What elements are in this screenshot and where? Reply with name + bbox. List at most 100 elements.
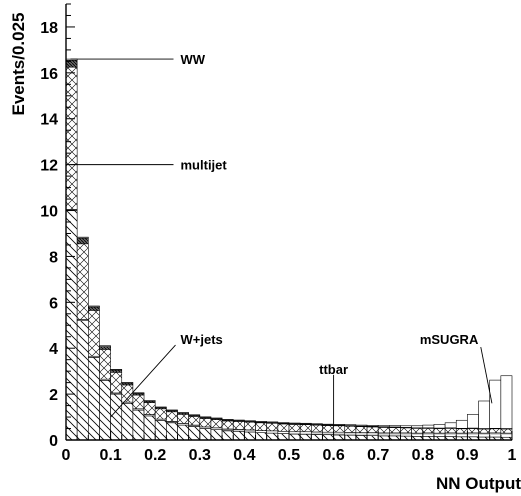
bar-w-jets <box>166 422 178 441</box>
bar-msugra <box>366 425 379 427</box>
y-tick-label: 14 <box>40 112 58 129</box>
bar-w-jets <box>344 434 357 441</box>
bar-msugra <box>355 424 368 427</box>
bar-msugra <box>467 413 479 429</box>
bar-w-jets <box>333 434 346 441</box>
bar-msugra <box>76 236 89 239</box>
bar-multijet <box>221 420 234 430</box>
bar-w-jets <box>88 357 100 441</box>
bar-multijet <box>210 419 223 429</box>
bar-msugra <box>288 422 301 425</box>
bar-multijet <box>333 425 346 433</box>
bar-ww <box>88 306 100 311</box>
x-tick-label: 0.3 <box>189 447 211 464</box>
bar-msugra <box>154 406 167 408</box>
bar-msugra <box>411 425 424 429</box>
bar-multijet <box>166 411 178 422</box>
bar-multijet <box>266 422 279 432</box>
axes: 0 0.1 0.2 0.3 0.4 0.5 0.6 0.7 0.8 0.9 102468101214… <box>40 3 517 464</box>
bar-multijet <box>244 421 256 431</box>
bar-ttbar <box>389 432 401 437</box>
bar-multijet <box>489 428 502 434</box>
y-axis-label: Events/0.025 <box>9 12 28 115</box>
bar-multijet <box>500 428 513 434</box>
bar-w-jets <box>143 415 156 441</box>
bar-msugra <box>210 417 223 419</box>
bar-w-jets <box>232 430 245 441</box>
bar-ttbar <box>400 432 412 437</box>
x-tick-label: 0.6 <box>322 447 344 464</box>
bar-ttbar <box>455 432 468 438</box>
bar-multijet <box>310 424 323 433</box>
bar-multijet <box>355 426 368 433</box>
bar-ttbar <box>266 430 279 434</box>
x-tick-label: 0.4 <box>233 447 255 464</box>
bar-msugra <box>143 400 156 402</box>
x-tick-label: 0.5 <box>278 447 300 464</box>
bar-ttbar <box>489 432 502 438</box>
bar-msugra <box>188 414 201 416</box>
bar-ttbar <box>411 432 424 437</box>
bar-msugra <box>232 419 245 422</box>
x-tick-label: 0.2 <box>144 447 166 464</box>
bar-w-jets <box>154 420 167 441</box>
bar-multijet <box>288 424 301 433</box>
bar-msugra <box>433 424 446 429</box>
bar-msugra <box>132 392 145 394</box>
bar-w-jets <box>299 433 312 441</box>
bar-multijet <box>455 428 468 434</box>
bar-msugra <box>344 424 357 426</box>
series-multijet <box>65 66 513 434</box>
x-tick-label: 0.7 <box>367 447 389 464</box>
bar-ttbar <box>288 431 301 435</box>
bar-ttbar <box>433 432 446 437</box>
bar-ttbar <box>478 432 490 438</box>
bar-ttbar <box>299 431 312 435</box>
bar-w-jets <box>244 431 256 441</box>
y-tick-label: 2 <box>49 387 58 404</box>
bar-msugra <box>377 425 390 427</box>
leader-line-w-jets <box>110 344 176 418</box>
bar-w-jets <box>255 432 268 441</box>
bar-msugra <box>299 422 312 425</box>
bar-w-jets <box>177 424 189 441</box>
bar-msugra <box>333 424 346 426</box>
x-tick-label: 0 <box>62 447 71 464</box>
bar-w-jets <box>221 430 234 441</box>
bar-multijet <box>366 426 379 433</box>
bar-w-jets <box>188 426 201 441</box>
bar-multijet <box>177 413 189 424</box>
annotation-ww: WW <box>181 52 206 67</box>
bar-multijet <box>199 418 212 428</box>
histogram-bars <box>65 58 513 441</box>
bar-multijet <box>154 408 167 420</box>
bar-ttbar <box>333 431 346 436</box>
bar-msugra <box>244 420 256 422</box>
bar-msugra <box>455 419 468 429</box>
bar-msugra <box>221 419 234 421</box>
bar-w-jets <box>76 320 89 441</box>
bar-multijet <box>444 427 457 434</box>
bar-multijet <box>143 402 156 415</box>
bar-ttbar <box>500 432 513 438</box>
x-axis-label: NN Output <box>436 474 521 493</box>
bar-msugra <box>255 421 268 423</box>
bar-w-jets <box>266 432 279 441</box>
bar-ttbar <box>366 432 379 436</box>
bar-ttbar <box>255 430 268 433</box>
bar-msugra <box>322 423 334 426</box>
bar-msugra <box>177 412 189 414</box>
bar-w-jets <box>121 402 134 441</box>
bar-w-jets <box>99 380 111 441</box>
bar-w-jets <box>288 433 301 441</box>
bar-multijet <box>255 422 268 431</box>
x-tick-label: 1 <box>508 447 517 464</box>
bar-multijet <box>322 425 334 433</box>
bar-w-jets <box>322 434 334 441</box>
x-tick-label: 0.9 <box>456 447 478 464</box>
bar-msugra <box>121 382 134 384</box>
bar-ttbar <box>467 432 479 438</box>
annotation-w-jets: W+jets <box>181 332 223 347</box>
bar-msugra <box>489 379 502 429</box>
